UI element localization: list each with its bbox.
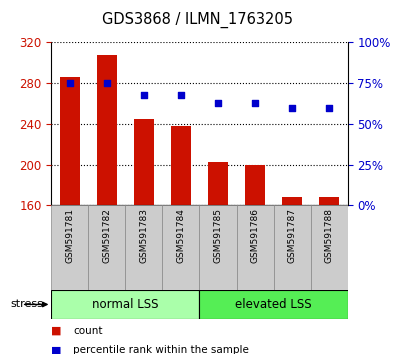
Text: elevated LSS: elevated LSS xyxy=(235,298,312,311)
Point xyxy=(104,80,110,86)
Text: GSM591783: GSM591783 xyxy=(139,208,149,263)
Text: ■: ■ xyxy=(51,346,62,354)
Bar xyxy=(274,205,310,290)
Point xyxy=(252,100,258,105)
Text: GSM591788: GSM591788 xyxy=(325,208,334,263)
Text: ■: ■ xyxy=(51,326,62,336)
Point xyxy=(289,105,295,110)
Point xyxy=(67,80,73,86)
Bar xyxy=(88,205,126,290)
Bar xyxy=(51,290,199,319)
Bar xyxy=(97,55,117,205)
Point xyxy=(141,92,147,97)
Point xyxy=(215,100,221,105)
Bar xyxy=(310,205,348,290)
Text: GSM591786: GSM591786 xyxy=(250,208,260,263)
Bar xyxy=(319,197,339,205)
Text: percentile rank within the sample: percentile rank within the sample xyxy=(73,346,249,354)
Bar xyxy=(199,205,237,290)
Bar xyxy=(134,119,154,205)
Bar xyxy=(126,205,162,290)
Text: GSM591781: GSM591781 xyxy=(65,208,74,263)
Text: GSM591784: GSM591784 xyxy=(177,208,186,263)
Text: GSM591782: GSM591782 xyxy=(102,208,111,263)
Bar xyxy=(282,197,302,205)
Point xyxy=(178,92,184,97)
Text: GSM591785: GSM591785 xyxy=(213,208,222,263)
Text: GDS3868 / ILMN_1763205: GDS3868 / ILMN_1763205 xyxy=(102,11,293,28)
Text: stress: stress xyxy=(11,299,43,309)
Bar xyxy=(171,126,191,205)
Text: count: count xyxy=(73,326,103,336)
Bar xyxy=(51,205,88,290)
Text: normal LSS: normal LSS xyxy=(92,298,159,311)
Bar xyxy=(208,161,228,205)
Bar xyxy=(199,290,348,319)
Point xyxy=(326,105,332,110)
Bar xyxy=(60,77,80,205)
Bar xyxy=(162,205,199,290)
Bar xyxy=(245,165,265,205)
Bar xyxy=(237,205,274,290)
Text: GSM591787: GSM591787 xyxy=(288,208,297,263)
